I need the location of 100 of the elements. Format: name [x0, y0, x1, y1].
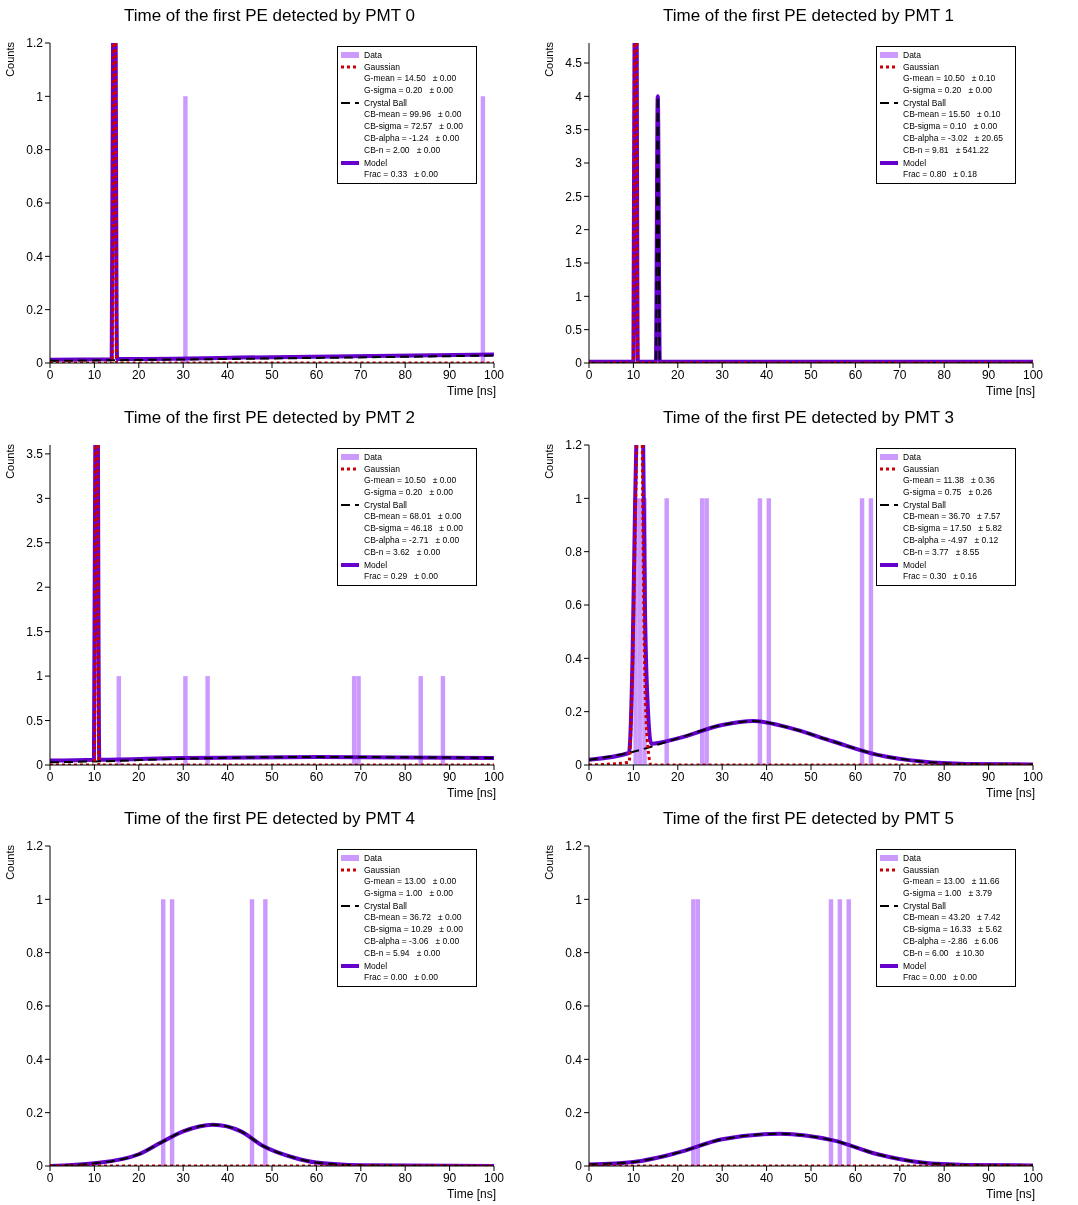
- y-tick-label: 1.2: [565, 437, 583, 452]
- legend-label: Crystal Ball: [903, 901, 946, 912]
- x-axis-title: Time [ns]: [986, 1187, 1035, 1202]
- legend-label: Model: [364, 559, 388, 570]
- annotation: Frac = 0.33 ± 0.00: [363, 169, 439, 181]
- x-axis-title: Time [ns]: [447, 1187, 496, 1202]
- y-tick-label: 0: [575, 757, 583, 772]
- x-tick-label: 70: [893, 367, 907, 382]
- x-tick-label: 60: [309, 769, 324, 784]
- annotation: CB-sigma = 72.57 ± 0.00: [363, 121, 464, 133]
- x-tick-label: 0: [46, 367, 54, 382]
- annotation: CB-mean = 43.20 ± 7.42: [902, 912, 1002, 925]
- y-tick-label: 0.2: [565, 1106, 583, 1121]
- x-tick-label: 100: [1022, 1170, 1044, 1185]
- y-tick-label: 1: [36, 89, 44, 104]
- x-tick-label: 80: [937, 367, 952, 382]
- x-tick-label: 80: [398, 1170, 413, 1185]
- x-axis-title: Time [ns]: [447, 785, 496, 800]
- y-tick-label: 1: [575, 491, 583, 506]
- y-tick-label: 0: [36, 757, 44, 772]
- x-tick-label: 100: [1022, 769, 1044, 784]
- x-tick-label: 90: [442, 769, 457, 784]
- y-tick-label: 0.6: [26, 999, 44, 1014]
- legend-label: Data: [903, 50, 921, 60]
- y-tick-label: 0.5: [565, 322, 583, 337]
- y-tick-label: 2.5: [26, 535, 44, 550]
- x-tick-label: 40: [759, 1170, 774, 1185]
- x-tick-label: 70: [354, 1170, 368, 1185]
- annotation: G-sigma = 0.20 ± 0.00: [363, 85, 454, 97]
- chart-title: Time of the first PE detected by PMT 3: [662, 407, 955, 428]
- y-tick-label: 3.5: [26, 446, 44, 461]
- annotation: CB-sigma = 16.33 ± 5.62: [902, 924, 1003, 937]
- annotation: CB-n = 9.81 ± 541.22: [902, 145, 990, 157]
- x-tick-label: 20: [132, 367, 146, 382]
- y-tick-label: 0: [575, 1159, 583, 1174]
- y-axis-title: Counts: [4, 845, 16, 881]
- x-tick-label: 100: [1022, 367, 1044, 382]
- x-tick-label: 10: [87, 367, 102, 382]
- x-tick-label: 10: [626, 1170, 641, 1185]
- annotation: CB-mean = 36.70 ± 7.57: [902, 510, 1002, 523]
- annotation: CB-alpha = -1.24 ± 0.00: [363, 133, 461, 145]
- annotation: Frac = 0.00 ± 0.00: [902, 972, 978, 985]
- legend-label: Gaussian: [903, 865, 939, 876]
- x-tick-label: 50: [804, 367, 818, 382]
- x-tick-label: 20: [132, 769, 146, 784]
- x-tick-label: 90: [442, 1170, 457, 1185]
- x-tick-label: 60: [309, 1170, 324, 1185]
- y-tick-label: 0.6: [565, 999, 583, 1014]
- annotation: G-sigma = 0.20 ± 0.00: [902, 85, 993, 97]
- annotation: G-mean = 14.50 ± 0.00: [363, 73, 458, 85]
- x-tick-label: 10: [626, 769, 641, 784]
- y-tick-label: 0.6: [26, 196, 44, 211]
- x-tick-label: 90: [981, 367, 996, 382]
- annotation: CB-n = 3.62 ± 0.00: [363, 546, 442, 559]
- x-tick-label: 0: [585, 367, 593, 382]
- annotation: CB-mean = 68.01 ± 0.00: [363, 510, 463, 523]
- y-tick-label: 0.8: [26, 946, 44, 961]
- x-tick-label: 50: [265, 367, 279, 382]
- y-tick-label: 1.5: [565, 256, 583, 271]
- x-tick-label: 60: [848, 367, 863, 382]
- y-tick-label: 0: [575, 356, 583, 371]
- x-tick-label: 50: [804, 769, 818, 784]
- annotation: G-sigma = 0.75 ± 0.26: [902, 486, 993, 499]
- annotation: CB-alpha = -2.71 ± 0.00: [363, 534, 461, 547]
- legend-label: Crystal Ball: [364, 901, 407, 912]
- x-tick-label: 30: [176, 769, 191, 784]
- x-tick-label: 80: [937, 1170, 952, 1185]
- x-tick-label: 20: [671, 769, 685, 784]
- x-axis-title: Time [ns]: [447, 384, 496, 398]
- annotation: CB-sigma = 46.18 ± 0.00: [363, 522, 464, 535]
- y-tick-label: 1: [36, 892, 44, 907]
- legend-label: Data: [364, 853, 382, 864]
- x-tick-label: 80: [398, 367, 413, 382]
- y-tick-label: 0.5: [26, 713, 44, 728]
- annotation: G-mean = 10.50 ± 0.10: [902, 73, 997, 85]
- y-tick-label: 1: [575, 289, 583, 304]
- x-tick-label: 20: [671, 367, 685, 382]
- x-tick-label: 30: [176, 1170, 191, 1185]
- x-tick-label: 30: [715, 1170, 730, 1185]
- y-tick-label: 1.5: [26, 624, 44, 639]
- annotation: CB-sigma = 0.10 ± 0.00: [902, 121, 999, 133]
- x-tick-label: 100: [483, 1170, 505, 1185]
- x-tick-label: 30: [176, 367, 191, 382]
- annotation: Frac = 0.30 ± 0.16: [902, 570, 978, 583]
- y-tick-label: 0: [36, 356, 44, 371]
- y-tick-label: 4.5: [565, 56, 583, 71]
- legend-label: Model: [364, 158, 388, 168]
- legend-label: Model: [903, 158, 927, 168]
- legend-label: Data: [903, 451, 921, 462]
- annotation: CB-sigma = 17.50 ± 5.82: [902, 522, 1003, 535]
- x-tick-label: 20: [671, 1170, 685, 1185]
- chart-title: Time of the first PE detected by PMT 5: [662, 809, 955, 830]
- x-tick-label: 90: [981, 1170, 996, 1185]
- y-axis-title: Counts: [4, 443, 16, 479]
- x-tick-label: 0: [585, 769, 593, 784]
- x-tick-label: 70: [354, 769, 368, 784]
- annotation: CB-n = 3.77 ± 8.55: [902, 546, 981, 559]
- legend-label: Crystal Ball: [364, 499, 407, 510]
- x-tick-label: 0: [46, 769, 54, 784]
- x-tick-label: 40: [759, 769, 774, 784]
